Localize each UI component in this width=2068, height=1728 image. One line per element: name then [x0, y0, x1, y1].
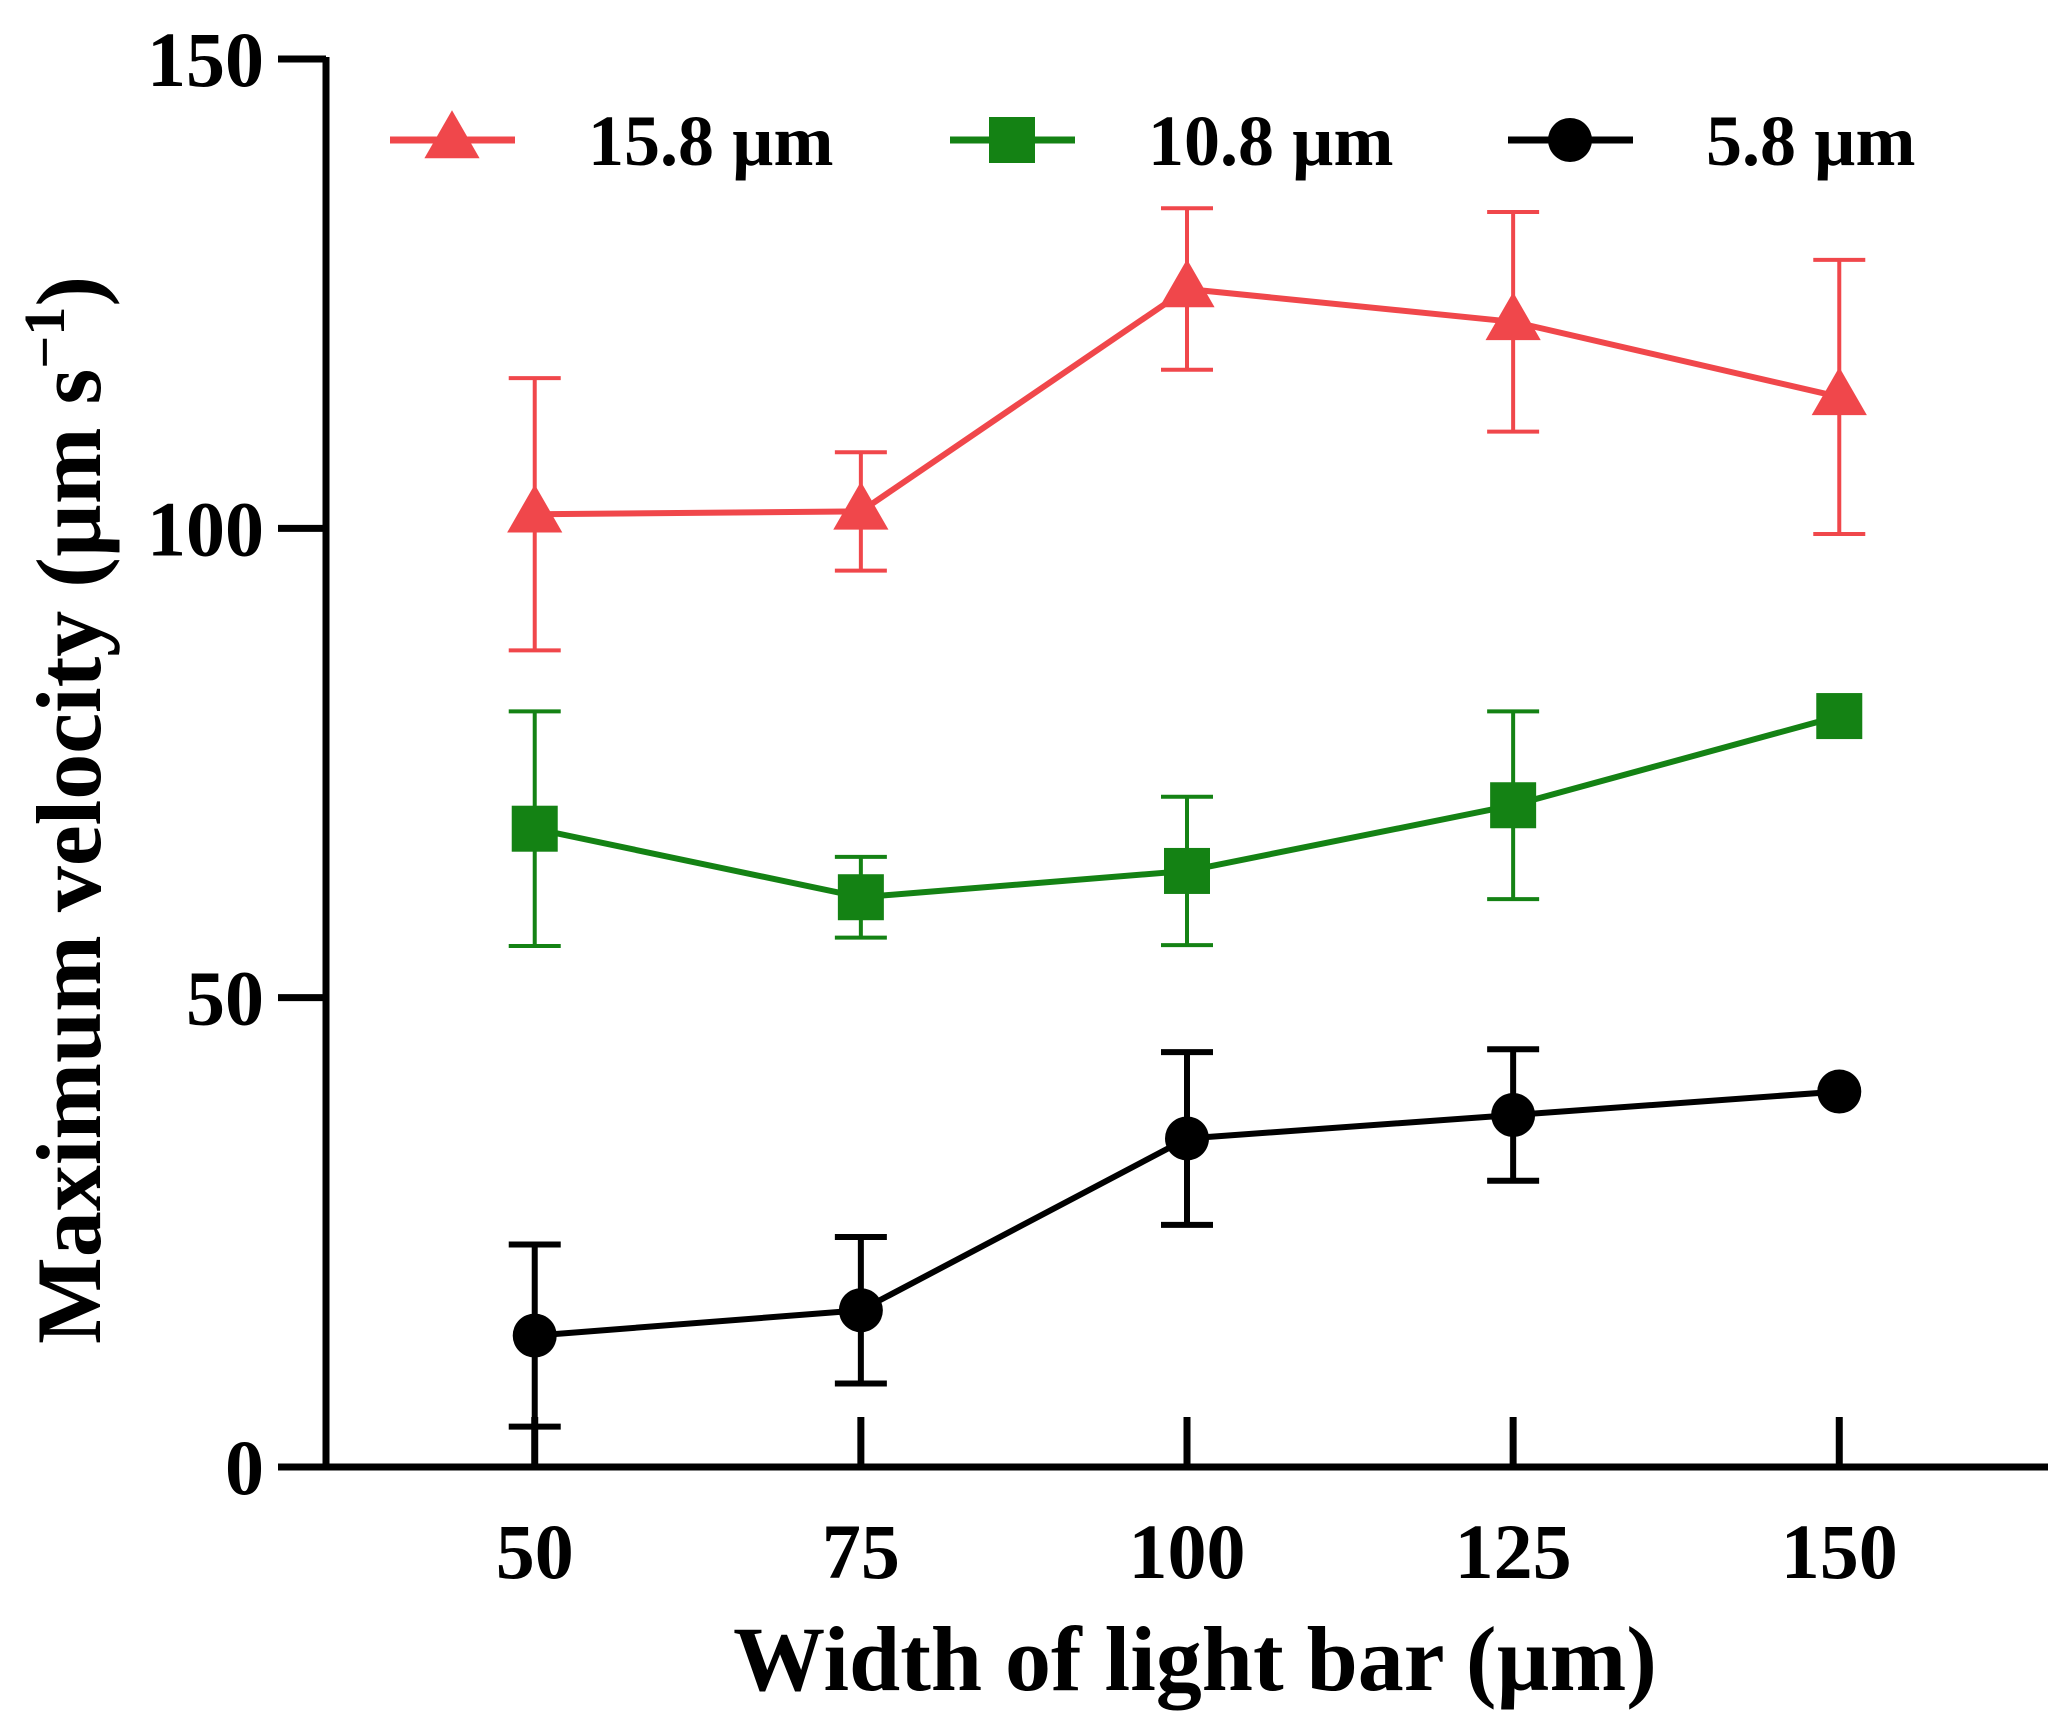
legend-marker — [1548, 118, 1592, 162]
y-axis-title: Maximum velocity (µm s−1) — [12, 276, 120, 1344]
legend-label: 5.8 µm — [1706, 101, 1915, 181]
legend-item: 15.8 µm — [390, 101, 833, 181]
data-point — [1490, 782, 1537, 829]
x-tick-label: 100 — [1129, 1508, 1246, 1595]
data-point — [1811, 367, 1867, 416]
y-tick-label: 100 — [147, 485, 264, 572]
data-point — [1817, 1069, 1862, 1114]
data-point — [1491, 1093, 1536, 1137]
series-square — [508, 693, 1863, 949]
legend-label: 15.8 µm — [588, 101, 833, 181]
legend-item: 5.8 µm — [1508, 101, 1915, 181]
data-point — [1164, 847, 1210, 894]
y-tick-label: 150 — [147, 16, 264, 103]
data-point — [837, 874, 884, 921]
y-axis-title-close: ) — [18, 276, 120, 307]
x-axis-title: Width of light bar (µm) — [733, 1608, 1657, 1710]
x-tick-label: 50 — [496, 1508, 574, 1595]
data-point — [507, 484, 563, 533]
data-point — [512, 1313, 557, 1358]
legend-item: 10.8 µm — [950, 101, 1393, 181]
data-point — [833, 481, 889, 530]
legend-label: 10.8 µm — [1148, 101, 1393, 181]
series-circle — [508, 1046, 1862, 1430]
legend-marker — [989, 117, 1035, 163]
x-tick-label: 150 — [1781, 1508, 1898, 1595]
plot-area — [507, 206, 1867, 1430]
data-point — [838, 1288, 883, 1333]
data-point — [1485, 292, 1541, 341]
y-tick-label: 50 — [186, 955, 264, 1042]
data-point — [1159, 259, 1215, 308]
data-point — [1165, 1116, 1209, 1161]
y-axis-title-main: Maximum velocity (µm s — [18, 369, 120, 1344]
legend-marker — [424, 110, 480, 159]
data-point — [1816, 693, 1863, 740]
legend: 15.8 µm 10.8 µm 5.8 µm — [390, 101, 1915, 181]
x-tick-label: 125 — [1455, 1508, 1572, 1595]
axes: 0 50 100 150 50 75 100 125 150 — [147, 16, 2048, 1595]
y-axis-title-superscript: −1 — [12, 307, 77, 369]
series-triangle — [507, 206, 1867, 653]
x-tick-label: 75 — [822, 1508, 900, 1595]
y-tick-label: 0 — [225, 1424, 264, 1511]
data-point — [511, 805, 558, 852]
